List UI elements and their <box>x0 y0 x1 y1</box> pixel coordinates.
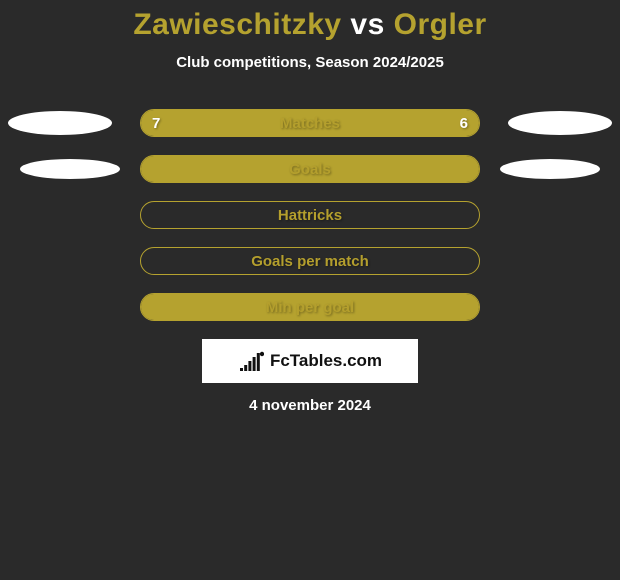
date-text: 4 november 2024 <box>0 397 620 414</box>
stat-bar-fill <box>141 156 479 182</box>
stat-bar-fill <box>141 294 479 320</box>
stat-bar-fill <box>141 110 479 136</box>
stat-bar-track <box>140 247 480 275</box>
title-player1: Zawieschitzky <box>133 8 341 41</box>
stat-row: Goals <box>0 155 620 183</box>
accent-ellipse-right <box>508 111 612 135</box>
stat-row: Hattricks <box>0 201 620 229</box>
stat-rows: Matches76GoalsHattricksGoals per matchMi… <box>0 109 620 321</box>
stat-bar-track <box>140 155 480 183</box>
title-player2: Orgler <box>394 8 487 41</box>
stat-row: Matches76 <box>0 109 620 137</box>
stat-bar-track <box>140 293 480 321</box>
accent-ellipse-right <box>500 159 600 179</box>
accent-ellipse-left <box>8 111 112 135</box>
logo-text: FcTables.com <box>270 351 382 371</box>
stat-bar-track <box>140 201 480 229</box>
subtitle: Club competitions, Season 2024/2025 <box>0 54 620 71</box>
accent-ellipse-left <box>20 159 120 179</box>
chart-icon <box>238 351 264 371</box>
stat-value-left: 7 <box>152 109 160 137</box>
stat-value-right: 6 <box>460 109 468 137</box>
title-vs: vs <box>350 8 384 41</box>
page-title: Zawieschitzky vs Orgler <box>0 8 620 42</box>
fctables-logo[interactable]: FcTables.com <box>202 339 418 383</box>
stat-bar-track <box>140 109 480 137</box>
stat-row: Min per goal <box>0 293 620 321</box>
comparison-widget: Zawieschitzky vs Orgler Club competition… <box>0 0 620 414</box>
stat-row: Goals per match <box>0 247 620 275</box>
